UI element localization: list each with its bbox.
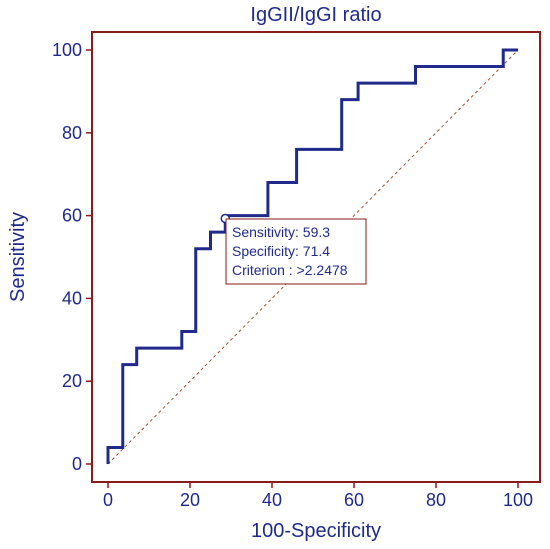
reference-diagonal-line	[107, 49, 519, 465]
y-tick-label: 80	[62, 123, 82, 143]
chart-title: IgGII/IgGI ratio	[250, 4, 381, 26]
x-tick-label: 20	[180, 490, 200, 510]
x-tick-label: 80	[426, 490, 446, 510]
x-axis-label: 100-Specificity	[251, 520, 381, 542]
criterion-annotation-box: Sensitivity: 59.3 Specificity: 71.4 Crit…	[225, 218, 367, 285]
annotation-box-frame	[225, 218, 367, 285]
y-tick-label: 20	[62, 371, 82, 391]
annotation-specificity: Specificity: 71.4	[232, 243, 330, 259]
y-axis-ticks: 0 20 40 60 80 100	[52, 40, 92, 474]
x-tick-label: 60	[344, 490, 364, 510]
y-tick-label: 0	[72, 454, 82, 474]
y-axis-label: Sensitivity	[7, 212, 29, 302]
y-tick-label: 40	[62, 288, 82, 308]
x-tick-label: 100	[503, 490, 533, 510]
x-tick-label: 40	[262, 490, 282, 510]
x-tick-label: 0	[103, 490, 113, 510]
annotation-sensitivity: Sensitivity: 59.3	[232, 224, 330, 240]
plot-frame	[91, 31, 541, 483]
y-tick-label: 60	[62, 206, 82, 226]
y-tick-label: 100	[52, 40, 82, 60]
annotation-criterion: Criterion : >2.2478	[232, 262, 348, 278]
x-axis-ticks: 0 20 40 60 80 100	[103, 482, 533, 510]
